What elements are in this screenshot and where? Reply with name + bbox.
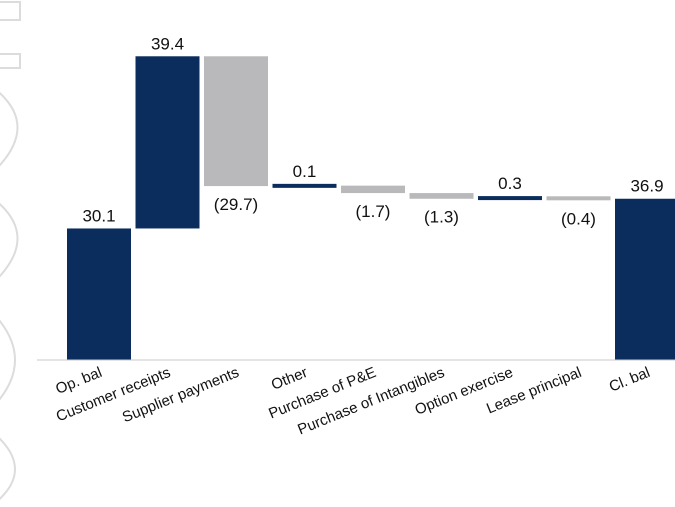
value-label-other: 0.1 (293, 162, 317, 181)
bar-option-exercise (478, 196, 542, 201)
value-label-option-exercise: 0.3 (498, 174, 522, 193)
bar-purchase-of-intangibles (409, 193, 474, 199)
category-label-other: Other (269, 364, 310, 394)
bar-lease-principal (546, 196, 611, 201)
bar-customer-receipts (135, 56, 200, 229)
category-label-supplier-payments: Supplier payments (120, 364, 242, 426)
category-label-cl-bal: Cl. bal (607, 364, 653, 396)
value-label-lease-principal: (0.4) (561, 209, 596, 228)
bar-purchase-of-p-e (341, 185, 405, 194)
bar-other (272, 183, 337, 188)
value-label-cl-bal: 36.9 (630, 177, 663, 196)
bars-layer (67, 56, 675, 360)
value-label-supplier-payments: (29.7) (214, 195, 258, 214)
bar-cl-bal (615, 198, 675, 360)
value-label-customer-receipts: 39.4 (151, 34, 184, 53)
bar-op-bal (67, 228, 131, 360)
bar-supplier-payments (204, 56, 268, 187)
value-label-purchase-of-p-e: (1.7) (356, 202, 391, 221)
value-label-op-bal: 30.1 (82, 206, 115, 225)
value-label-purchase-of-intangibles: (1.3) (424, 208, 459, 227)
category-label-customer-receipts: Customer receipts (54, 364, 173, 425)
